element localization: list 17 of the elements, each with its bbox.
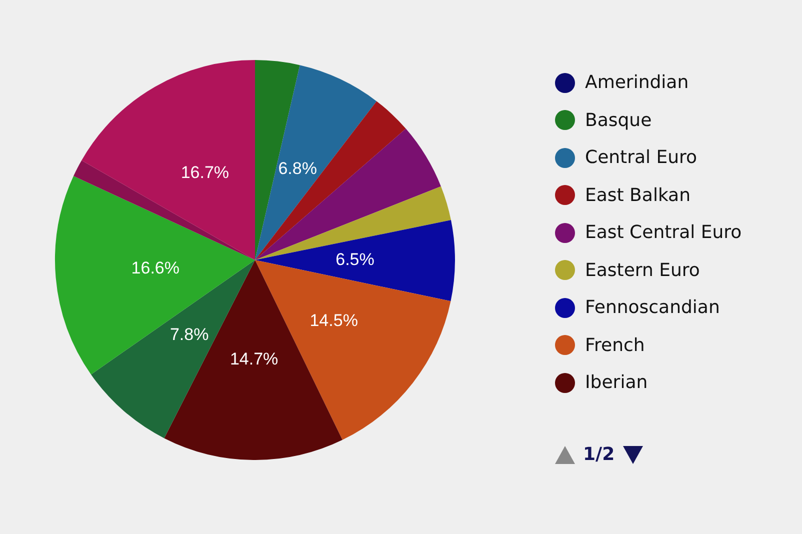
data-label: 16.7% (180, 163, 230, 182)
legend-label: Central Euro (585, 147, 698, 168)
text: 1/2 (583, 444, 615, 465)
legend-label: Fennoscandian (585, 297, 720, 318)
data-label: 14.7% (230, 350, 278, 369)
data-label: 16.6% (131, 258, 180, 278)
legend-label: Eastern Euro (585, 260, 700, 281)
legend-label: Basque (585, 110, 652, 131)
legend-label: Iberian (585, 372, 648, 394)
legend-label: East Balkan (585, 184, 690, 206)
legend-label: Amerindian (585, 72, 689, 94)
legend-label: French (585, 334, 645, 356)
data-label: 6.5% (336, 250, 374, 269)
data-label: 6.8% (278, 159, 317, 178)
data-label: 7.8% (170, 325, 209, 344)
legend-label: East Central Euro (585, 222, 742, 244)
data-label: 14.5% (310, 311, 358, 330)
